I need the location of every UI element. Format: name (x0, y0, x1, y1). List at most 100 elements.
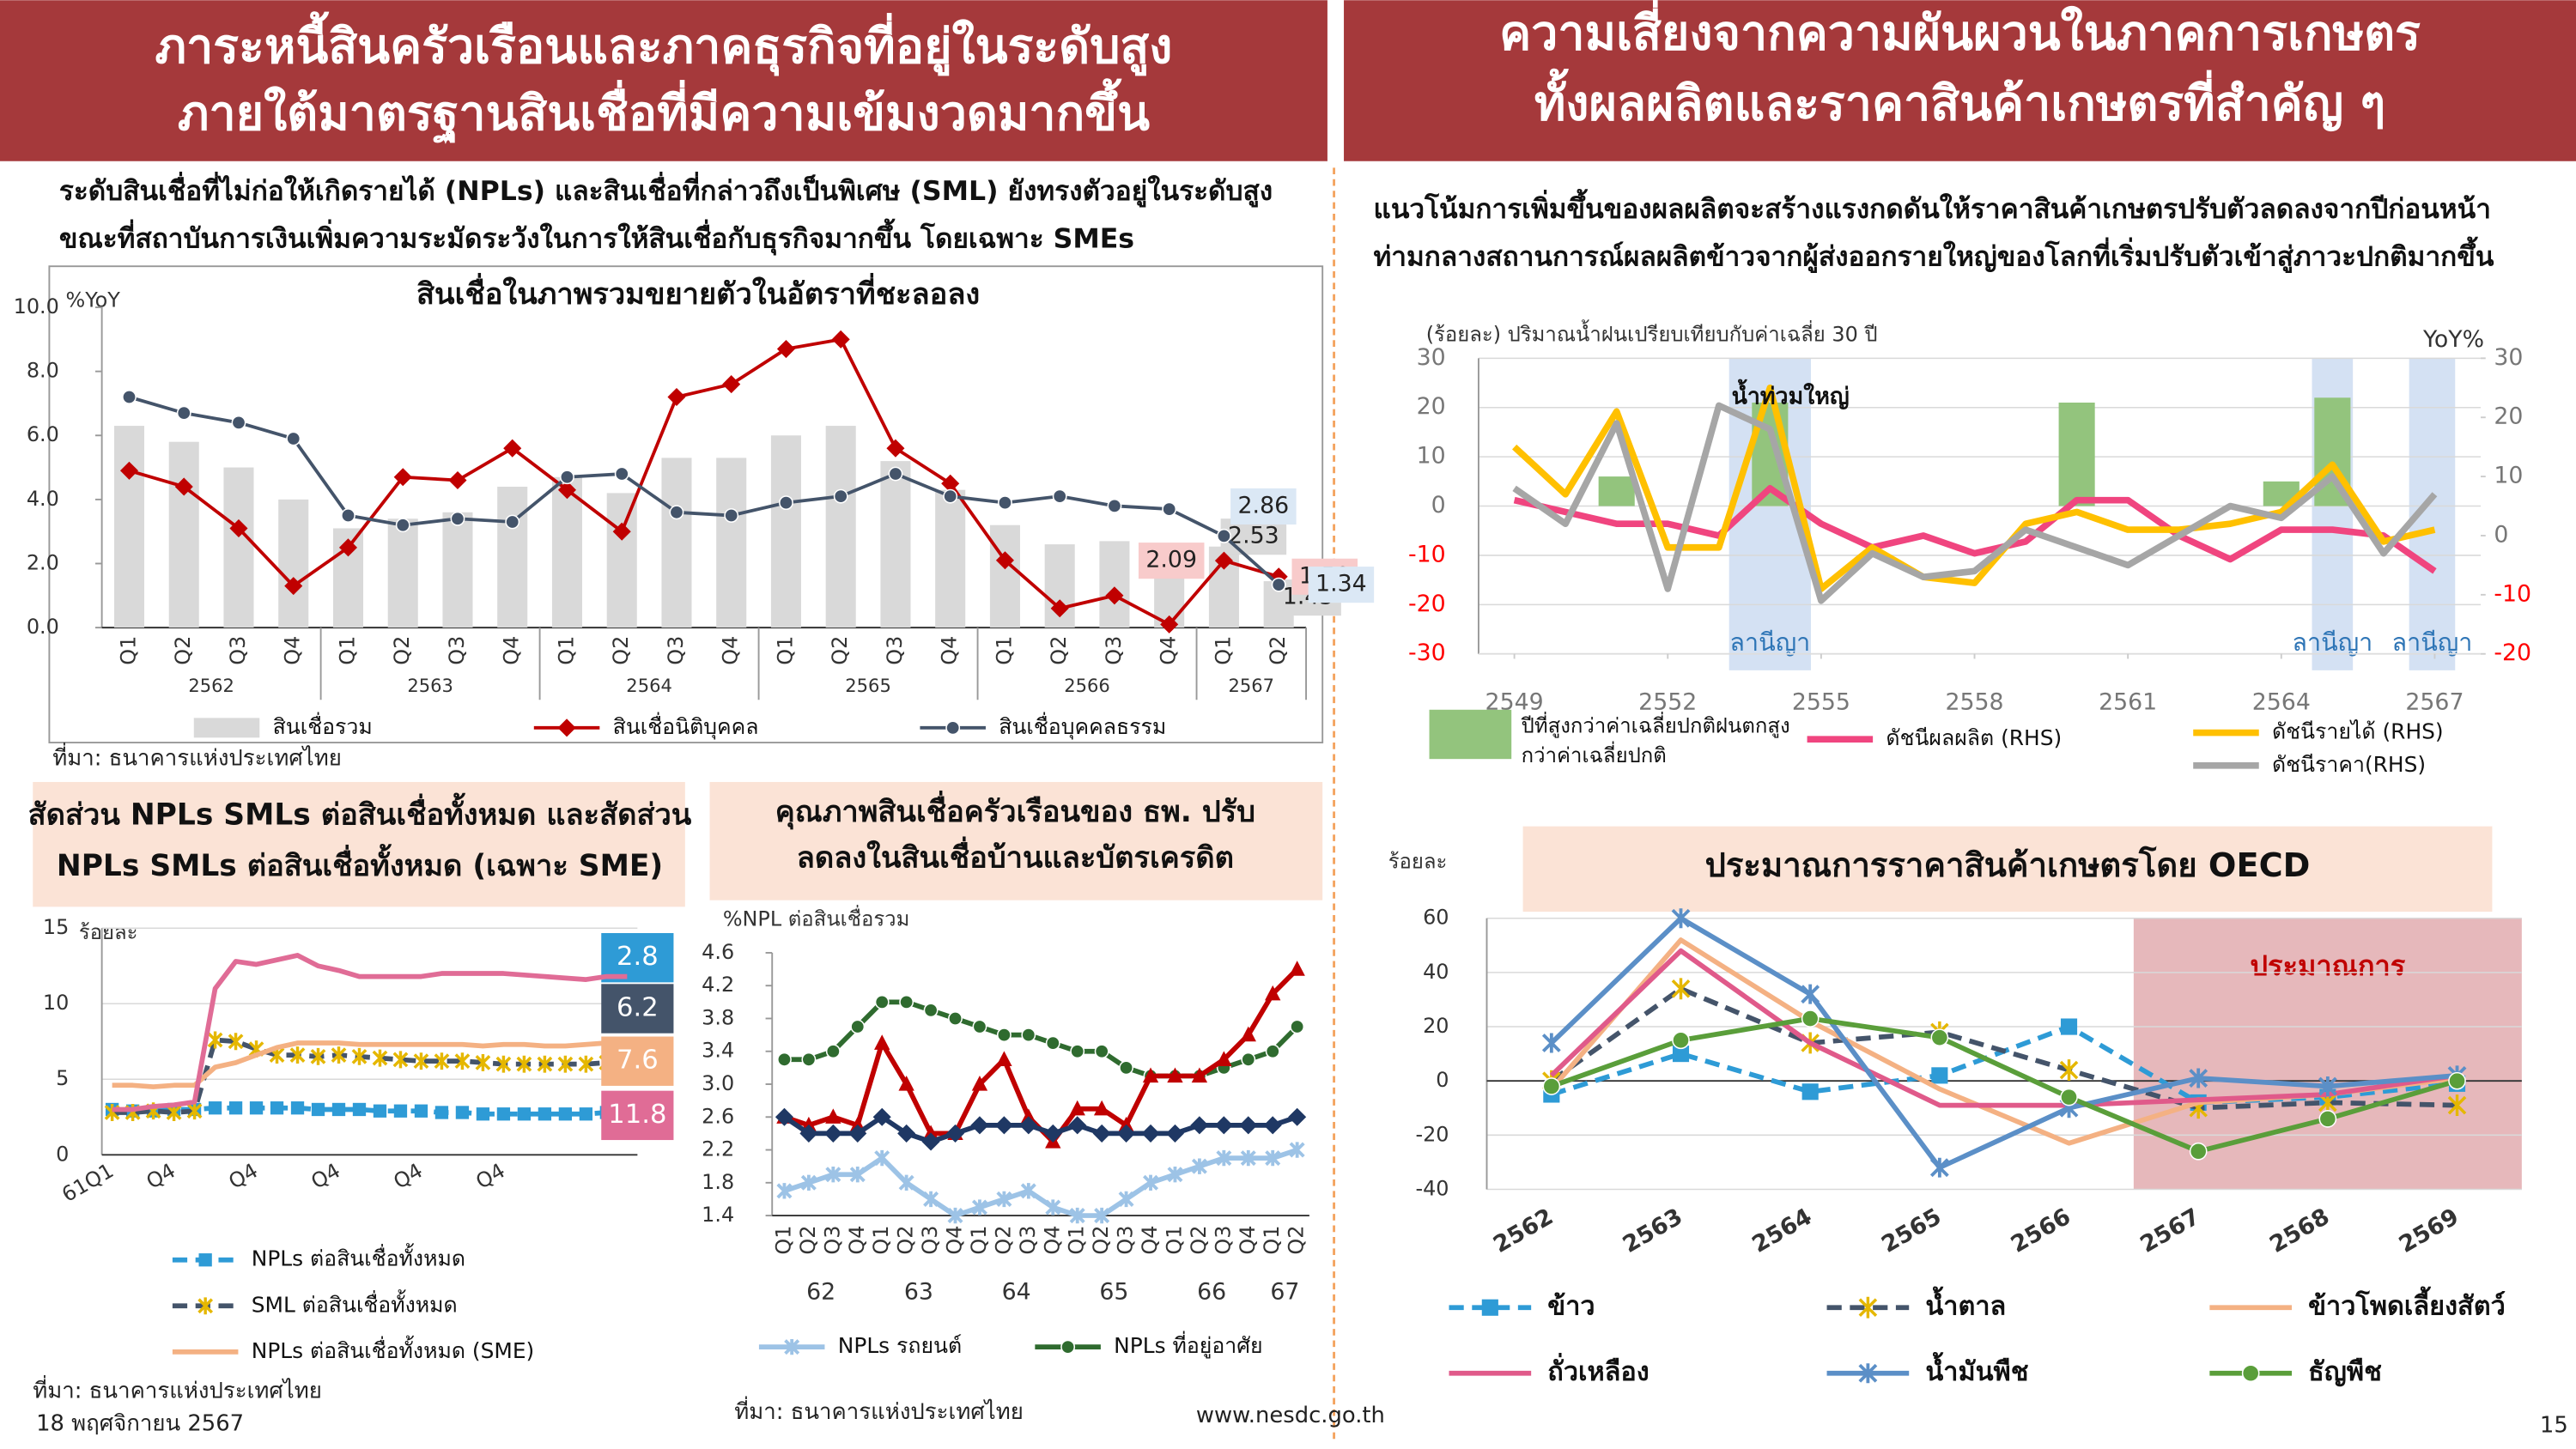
marker (947, 1207, 963, 1224)
x-tick-label: Q1 (967, 1226, 991, 1255)
marker (579, 1107, 593, 1121)
marker (558, 1107, 573, 1121)
header-bg (1344, 0, 2576, 161)
band-label: ลานีญา (2292, 627, 2372, 657)
marker (392, 1051, 409, 1069)
marker (413, 1052, 429, 1070)
marker (970, 1116, 989, 1135)
series-line (112, 1037, 628, 1115)
y-tick-label: 3.8 (702, 1005, 734, 1029)
marker (825, 1044, 841, 1059)
marker (331, 1102, 346, 1117)
legend-label: ถั่วเหลือง (1547, 1353, 1649, 1387)
x-tick-label: Q2 (1187, 1226, 1211, 1255)
series-line (1549, 915, 2458, 1171)
marker (395, 518, 410, 533)
band-label: ลานีญา (2392, 627, 2473, 657)
bar (825, 426, 856, 628)
series-line (1513, 485, 2437, 574)
y-tick-label: 2.0 (27, 550, 59, 574)
intro-text: ระดับสินเชื่อที่ไม่ก่อให้เกิดรายได้ (NPL… (59, 172, 1273, 208)
marker (454, 1052, 471, 1070)
y-tick-label: 8.0 (27, 359, 59, 383)
x-tick-label: Q4 (1040, 1226, 1064, 1255)
legend-label: SML ต่อสินเชื่อทั้งหมด (252, 1289, 458, 1317)
marker (1290, 1019, 1305, 1034)
marker (1930, 1028, 1949, 1046)
marker (823, 1124, 842, 1143)
y-tick-label: 15 (43, 915, 69, 939)
value-label-box (1138, 543, 1205, 579)
marker (197, 1297, 214, 1315)
marker (1265, 1149, 1281, 1167)
x-tick-label: Q1 (1211, 636, 1235, 665)
marker (450, 511, 465, 526)
marker (290, 1101, 305, 1115)
x-tick-label: Q1 (554, 636, 578, 665)
marker (2241, 1364, 2260, 1383)
header-bg (0, 0, 1327, 161)
x-tick-label: Q1 (992, 636, 1016, 665)
series-line (782, 1114, 1298, 1144)
x-tick-label: Q4 (225, 1159, 262, 1194)
x-group-label: 66 (1197, 1278, 1226, 1305)
marker (923, 1191, 939, 1208)
footer-date: 18 พฤศจิกายน 2567 (36, 1411, 244, 1437)
marker (1929, 1157, 1949, 1178)
marker (455, 1106, 470, 1119)
series-line (783, 967, 1299, 1144)
marker (801, 1052, 817, 1067)
header-title: ทั้งผลผลิตและราคาสินค้าเกษตรที่สำคัญ ๆ (1534, 69, 2385, 132)
x-group-label: 64 (1002, 1278, 1031, 1305)
y2-tick-label: 20 (2494, 403, 2523, 430)
legend-label: ดัชนีรายได้ (RHS) (2272, 719, 2444, 744)
marker (1239, 1116, 1258, 1135)
x-group-label: 2564 (626, 675, 672, 696)
legend-label: สินเชื่อนิติบุคคล (613, 712, 759, 740)
y-tick-label: 40 (1423, 960, 1449, 984)
marker (1241, 1052, 1256, 1067)
x-tick-label: 2552 (1638, 689, 1697, 716)
marker (996, 1191, 1012, 1208)
marker (476, 1107, 490, 1121)
bar (497, 486, 528, 628)
marker (393, 468, 412, 487)
value-label-box (1220, 518, 1287, 555)
marker (998, 495, 1012, 511)
marker (119, 461, 139, 480)
legend-label: ดัชนีราคา(RHS) (2272, 752, 2426, 777)
intro-text: แนวโน้มการเพิ่มขึ้นของผลผลิตจะสร้างแรงกด… (1373, 189, 2490, 225)
marker (1263, 1116, 1282, 1135)
marker (516, 1055, 532, 1073)
marker (122, 390, 137, 404)
marker (996, 1051, 1012, 1066)
y-axis-label: %YoY (66, 288, 121, 312)
y-tick-label: 6.0 (27, 422, 59, 446)
y-tick-label: -40 (1415, 1176, 1449, 1200)
marker (612, 522, 631, 541)
y-axis-label: ร้อยละ (1388, 850, 1448, 874)
marker (289, 1046, 306, 1064)
value-label: 7.6 (617, 1046, 659, 1076)
header-title: ภาระหนี้สินครัวเรือนและภาคธุรกิจที่อยู่ใ… (155, 11, 1173, 76)
marker (1092, 1124, 1111, 1143)
marker (1240, 1026, 1256, 1042)
x-tick-label: Q2 (1285, 1226, 1309, 1255)
marker (1931, 1067, 1948, 1084)
marker (1289, 1142, 1305, 1158)
marker (341, 508, 355, 523)
bar (770, 435, 801, 628)
marker (1214, 551, 1233, 570)
marker (496, 1107, 511, 1121)
marker (434, 1052, 450, 1070)
bar (989, 524, 1020, 628)
marker (1020, 1108, 1037, 1124)
marker (560, 470, 574, 485)
y-tick-label: 10.0 (14, 294, 59, 318)
marker (898, 1174, 914, 1191)
marker (2448, 1071, 2466, 1090)
x-group-label: 65 (1099, 1278, 1128, 1305)
marker (505, 514, 520, 530)
y-tick-label: 5 (56, 1066, 69, 1090)
